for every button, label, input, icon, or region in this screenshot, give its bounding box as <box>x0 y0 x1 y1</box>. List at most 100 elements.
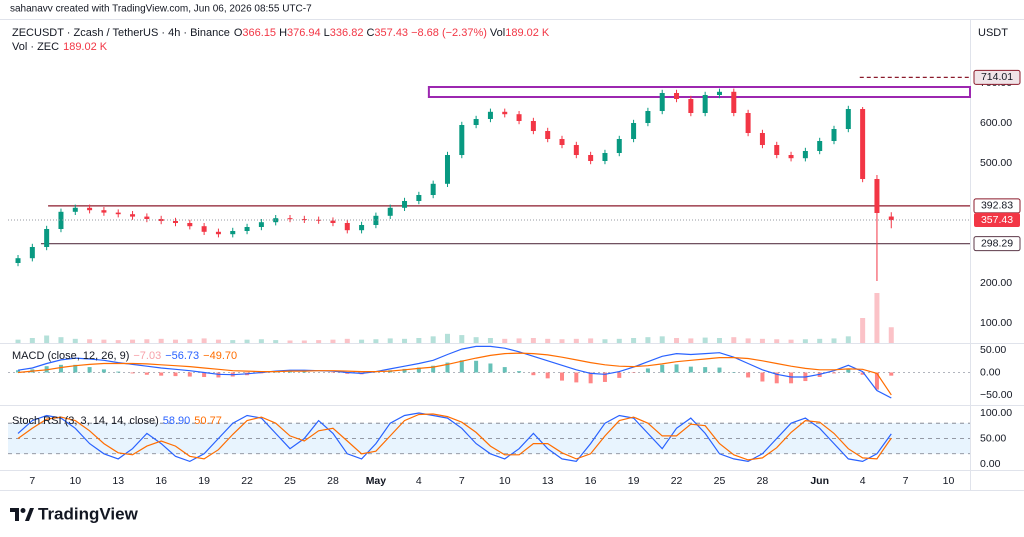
ohlc-value: 336.82 <box>330 27 364 39</box>
plot-area: 7 10 13 16 19 22 25 28 May 4 7 10 13 16 19 22 25 28 Jun 4 7 1… <box>8 69 1021 487</box>
level-label-box <box>973 236 1021 252</box>
macd-histogram <box>688 366 693 373</box>
macd-histogram <box>517 371 522 373</box>
macd-histogram <box>674 364 679 373</box>
candle-body <box>130 214 136 217</box>
volume-bar <box>230 340 236 343</box>
macd-histogram <box>402 368 407 373</box>
volume-bar <box>487 338 493 343</box>
ohlc-label: C <box>366 27 374 39</box>
volume-bar <box>659 336 665 343</box>
candle-body <box>301 219 307 220</box>
volume-bar <box>444 333 450 343</box>
candle-body <box>387 207 393 216</box>
volume-bar <box>344 338 350 343</box>
macd-title: MACD (close, 12, 26, 9) <box>12 350 129 362</box>
volume-bar <box>588 338 594 343</box>
x-tick-label: 10 <box>943 475 955 487</box>
macd-histogram <box>560 372 565 381</box>
last-price-label: 357.43 <box>981 214 1013 226</box>
candle-body <box>530 121 536 131</box>
legend-stoch: Stoch RSI (3, 3, 14, 14, close) 58.90 50.7… <box>12 415 222 427</box>
macd-histogram <box>345 372 350 374</box>
volume-bar <box>616 338 622 343</box>
candle-body <box>573 145 579 155</box>
candle-body <box>845 109 851 129</box>
candle-body <box>516 114 522 121</box>
macd-histogram <box>116 371 121 373</box>
k-line <box>17 412 892 463</box>
y-tick-label: 50.00 <box>980 432 1006 444</box>
volume-bar <box>287 340 293 343</box>
volume-bar <box>602 339 608 343</box>
candle-body <box>473 119 479 125</box>
volume-bar <box>416 338 422 343</box>
macd-histogram <box>774 372 779 384</box>
candle-body <box>860 109 866 179</box>
volume-bar <box>888 327 894 343</box>
candle-body <box>444 155 450 184</box>
candle-body <box>316 219 322 221</box>
d-line <box>17 413 892 461</box>
macd-histogram <box>874 372 879 390</box>
macd-histogram <box>531 372 536 376</box>
candle-body <box>616 139 622 153</box>
x-tick-label: 22 <box>671 475 683 487</box>
macd-histogram <box>302 371 307 373</box>
macd-histogram <box>416 367 421 373</box>
candle-body <box>502 111 508 115</box>
signal-value: −49.70 <box>203 350 237 362</box>
symbol: ZECUSDT · Zcash / TetherUS · 4h · Binanc… <box>12 27 230 39</box>
credit: sahanavv created with TradingView.com, J… <box>10 4 312 15</box>
x-tick-label: 16 <box>585 475 597 487</box>
volume-bar <box>874 293 880 343</box>
volume-bar <box>15 339 21 343</box>
y-tick-label: 100.00 <box>980 407 1012 419</box>
volume-bar <box>258 339 264 343</box>
candle-body <box>588 155 594 161</box>
k-value: 58.90 <box>163 415 191 427</box>
candle-body <box>29 247 35 259</box>
volume-bar <box>702 337 708 343</box>
volume-bar <box>316 340 322 343</box>
volume-bar <box>860 318 866 343</box>
macd-histogram <box>288 371 293 373</box>
volume-bar <box>731 337 737 343</box>
volume-bar <box>559 339 565 343</box>
y-tick-label: 0.00 <box>980 366 1001 378</box>
macd-histogram <box>703 367 708 373</box>
volume-bar <box>330 339 336 343</box>
macd-histogram <box>173 372 178 377</box>
currency: USDT <box>978 27 1008 39</box>
x-tick-label: 4 <box>416 475 422 487</box>
y-tick-label: 200.00 <box>980 277 1012 289</box>
volume-bar <box>716 338 722 343</box>
candle-body <box>115 212 121 215</box>
volume-bar <box>187 339 193 343</box>
volume-bar <box>215 339 221 343</box>
volume-bar <box>573 338 579 343</box>
candle-body <box>344 223 350 231</box>
candle-body <box>774 145 780 155</box>
candle-body <box>559 139 565 145</box>
candle-body <box>15 258 21 263</box>
vol-value: 189.02 K <box>505 27 550 39</box>
macd-histogram <box>860 372 865 375</box>
candle-body <box>101 210 107 213</box>
volume-bar <box>788 339 794 343</box>
volume-bar <box>301 340 307 343</box>
volume-bar <box>359 339 365 343</box>
candle-body <box>402 201 408 208</box>
ohlc-label: L <box>324 27 330 39</box>
volume-bar <box>688 338 694 343</box>
candle-body <box>802 151 808 159</box>
x-tick-label: 7 <box>459 475 465 487</box>
volume-bar <box>430 336 436 343</box>
macd-histogram <box>87 367 92 373</box>
y-tick-label: 50.00 <box>980 344 1006 356</box>
volume-bar <box>516 338 522 343</box>
x-tick-label: May <box>366 475 387 487</box>
candle-body <box>244 227 250 231</box>
volume-bar <box>459 335 465 343</box>
